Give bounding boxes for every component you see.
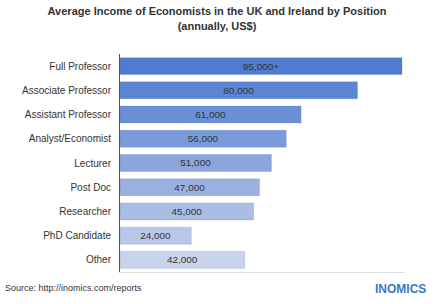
svg-text:Researcher: Researcher [59,206,111,217]
svg-text:51,000: 51,000 [180,157,211,168]
svg-text:42,000: 42,000 [167,254,198,265]
svg-text:Source: http://inomics.com/rep: Source: http://inomics.com/reports [5,283,142,293]
svg-text:PhD Candidate: PhD Candidate [43,230,111,241]
svg-text:Full Professor: Full Professor [49,61,111,72]
svg-text:45,000: 45,000 [171,206,202,217]
svg-text:24,000: 24,000 [140,230,171,241]
svg-text:47,000: 47,000 [174,182,205,193]
svg-text:Analyst/Economist: Analyst/Economist [29,133,111,144]
svg-text:INOMICS: INOMICS [375,282,426,296]
svg-text:Lecturer: Lecturer [74,158,111,169]
svg-text:Post Doc: Post Doc [70,182,111,193]
svg-text:80,000: 80,000 [223,85,254,96]
svg-text:Average Income of Economists i: Average Income of Economists in the UK a… [48,5,387,31]
svg-text:95,000+: 95,000+ [243,61,279,72]
svg-text:Other: Other [86,254,112,265]
svg-text:Assistant Professor: Assistant Professor [25,109,112,120]
svg-text:61,000: 61,000 [195,109,226,120]
svg-text:Associate Professor: Associate Professor [22,85,112,96]
svg-text:56,000: 56,000 [188,133,219,144]
